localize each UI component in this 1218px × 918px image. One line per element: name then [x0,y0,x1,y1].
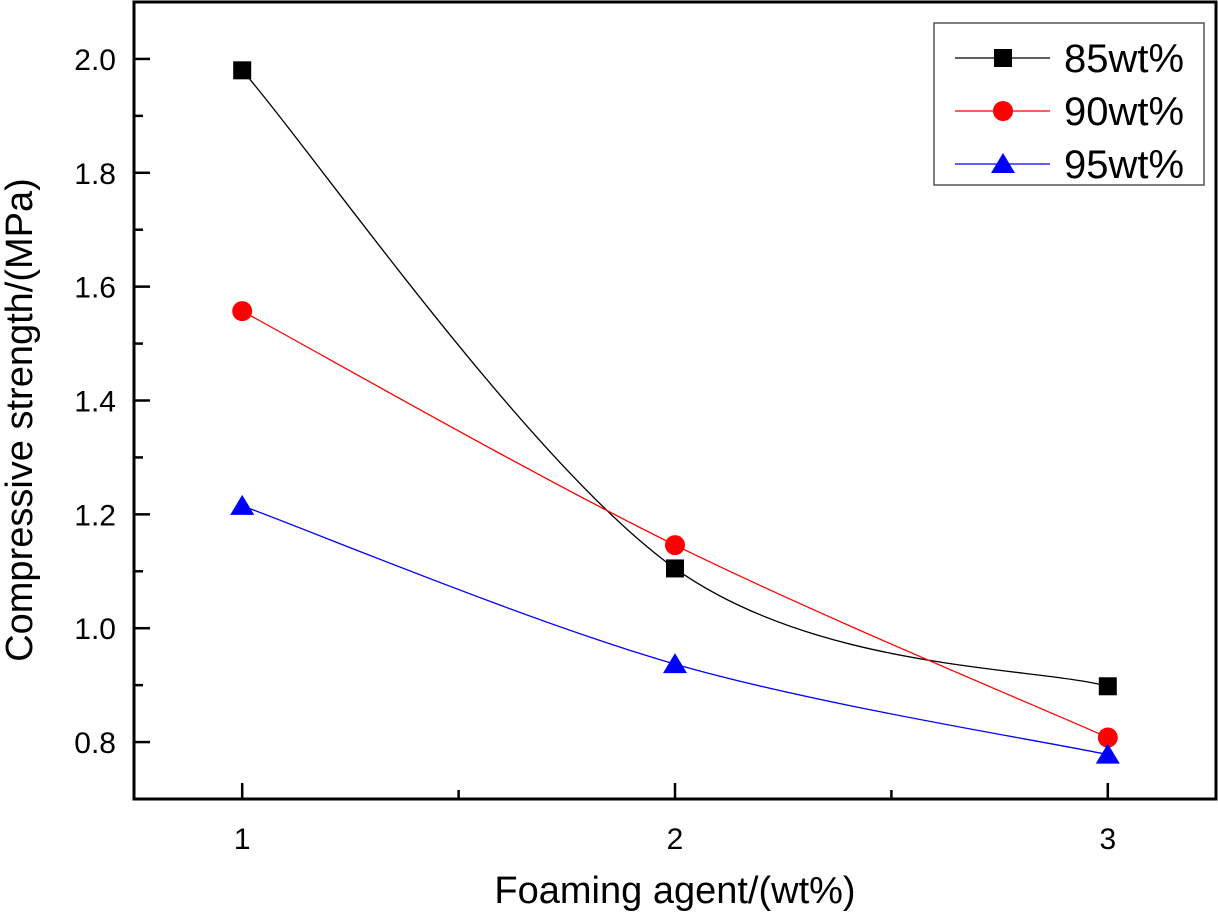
x-tick-label: 3 [1099,823,1116,856]
data-point-85wt [666,559,684,578]
y-tick-label: 1.4 [74,386,116,419]
legend-marker-95wt [991,153,1015,173]
data-point-90wt [665,535,685,556]
y-tick-label: 1.0 [74,613,116,646]
legend-label-85wt: 85wt% [1064,37,1184,81]
data-point-95wt [230,494,255,515]
y-axis: 0.8 1.0 1.2 1.4 1.6 1.8 2.0 [74,44,150,760]
legend-label-95wt: 95wt% [1064,143,1184,187]
data-point-90wt [1097,727,1118,748]
series-line-90wt [241,310,1109,739]
y-tick-label: 2.0 [74,44,116,77]
data-point-90wt [232,301,253,322]
x-tick-label: 2 [667,823,684,856]
series-markers [230,61,1120,764]
y-tick-label: 0.8 [74,727,116,760]
legend-marker-90wt [993,101,1013,121]
legend-label-90wt: 90wt% [1064,90,1184,134]
y-axis-label: Compressive strength/(MPa) [0,178,41,662]
data-point-85wt [1098,677,1117,696]
legend-marker-85wt [994,49,1012,67]
y-tick-label: 1.8 [74,158,116,191]
x-tick-label: 1 [234,823,251,856]
x-axis-label: Foaming agent/(wt%) [494,870,855,912]
data-point-95wt [1095,743,1120,764]
y-tick-label: 1.2 [74,499,116,532]
legend-box [933,22,1205,186]
y-tick-label: 1.6 [74,272,116,305]
data-point-85wt [233,61,252,80]
data-point-95wt [663,653,687,674]
x-axis: 1 2 3 [234,783,1116,856]
legend: 85wt% 90wt% 95wt% [933,22,1205,187]
series-line-85wt [241,69,1108,687]
